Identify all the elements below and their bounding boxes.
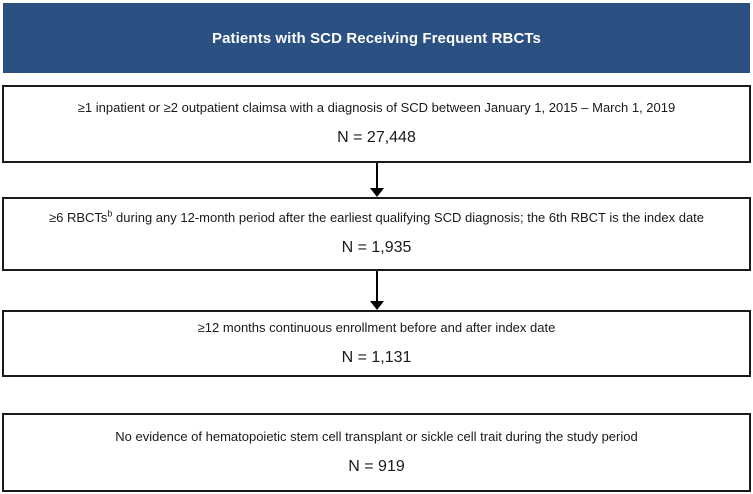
criteria-text-part: ≥6 RBCTs (48, 210, 108, 226)
arrow-head-icon (370, 301, 384, 310)
criteria-text: ≥1 inpatient or ≥2 outpatient claimsa wi… (64, 100, 689, 116)
down-arrow (370, 271, 384, 310)
arrow-head-icon (370, 188, 384, 197)
diagram-title: Patients with SCD Receiving Frequent RBC… (212, 29, 541, 47)
diagram-header: Patients with SCD Receiving Frequent RBC… (3, 3, 750, 73)
criteria-text-part: No evidence of hematopoietic stem cell t… (115, 428, 638, 444)
flow-box-enrollment: ≥12 months continuous enrollment before … (2, 310, 751, 377)
arrow-line (376, 271, 378, 301)
criteria-text: ≥6 RBCTsb during any 12-month period aft… (35, 208, 718, 226)
criteria-text-part: ≥1 inpatient or ≥2 outpatient claimsa wi… (77, 100, 676, 116)
criteria-text-part: ≥12 months continuous enrollment before … (197, 319, 556, 335)
flow-box-inclusion-claims: ≥1 inpatient or ≥2 outpatient claimsa wi… (2, 85, 751, 163)
footnote-superscript: b (107, 208, 113, 219)
n-value: N = 27,448 (337, 129, 416, 147)
arrow-line (376, 163, 378, 188)
criteria-text-part: during any 12-month period after the ear… (112, 210, 705, 226)
n-value: N = 1,935 (341, 239, 412, 257)
flow-box-exclusions: No evidence of hematopoietic stem cell t… (2, 413, 751, 492)
down-arrow (370, 163, 384, 197)
criteria-text: No evidence of hematopoietic stem cell t… (101, 428, 651, 445)
n-value: N = 1,131 (341, 348, 412, 366)
criteria-text: ≥12 months continuous enrollment before … (184, 319, 570, 336)
flow-box-rbct-count: ≥6 RBCTsb during any 12-month period aft… (2, 197, 751, 271)
n-value: N = 919 (348, 457, 405, 475)
